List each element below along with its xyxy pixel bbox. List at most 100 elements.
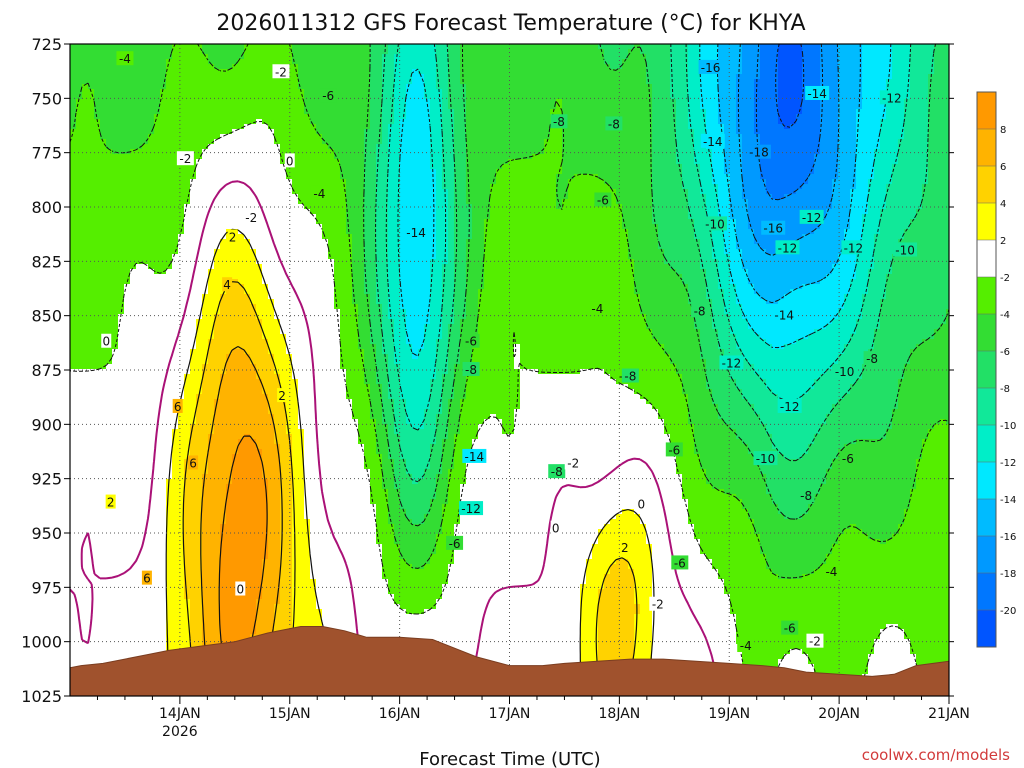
temp-cell: [82, 139, 89, 145]
temp-cell: [250, 604, 257, 610]
temp-cell: [148, 94, 155, 100]
temp-cell: [256, 129, 263, 135]
temp-cell: [94, 204, 101, 210]
temp-cell: [178, 534, 185, 540]
temp-cell: [178, 439, 185, 445]
temp-cell: [202, 169, 209, 175]
temp-cell: [256, 154, 263, 160]
temp-cell: [220, 399, 227, 405]
temp-cell: [244, 49, 251, 55]
temp-cell: [220, 189, 227, 195]
temp-cell: [220, 419, 227, 425]
temp-cell: [184, 354, 191, 360]
temp-cell: [130, 654, 137, 660]
temp-cell: [142, 434, 149, 440]
temp-cell: [292, 79, 299, 85]
temp-cell: [100, 479, 107, 485]
temp-cell: [172, 574, 179, 580]
temp-cell: [214, 454, 221, 460]
temp-cell: [190, 474, 197, 480]
temp-cell: [190, 314, 197, 320]
temp-cell: [88, 439, 95, 445]
temp-cell: [88, 134, 95, 140]
temp-cell: [124, 399, 131, 405]
temp-cell: [172, 509, 179, 515]
temp-cell: [214, 414, 221, 420]
temp-cell: [256, 549, 263, 555]
temp-cell: [124, 434, 131, 440]
temp-cell: [82, 494, 89, 500]
temp-cell: [232, 429, 239, 435]
temp-cell: [112, 399, 119, 405]
temp-cell: [76, 174, 83, 180]
temp-cell: [226, 249, 233, 255]
temp-cell: [226, 379, 233, 385]
temp-cell: [262, 514, 269, 520]
temp-cell: [130, 174, 137, 180]
temp-cell: [262, 159, 269, 165]
temp-cell: [112, 424, 119, 430]
temp-cell: [142, 519, 149, 525]
temp-cell: [94, 124, 101, 130]
temp-cell: [82, 634, 89, 640]
temp-cell: [208, 534, 215, 540]
temp-cell: [262, 579, 269, 585]
temp-cell: [94, 429, 101, 435]
temp-cell: [166, 104, 173, 110]
temp-cell: [268, 79, 275, 85]
temp-cell: [100, 84, 107, 90]
temp-cell: [226, 44, 233, 50]
temp-cell: [70, 534, 77, 540]
temp-cell: [100, 629, 107, 635]
temp-cell: [274, 554, 281, 560]
temp-cell: [82, 284, 89, 290]
temp-cell: [262, 599, 269, 605]
temp-cell: [208, 189, 215, 195]
temp-cell: [226, 349, 233, 355]
temp-cell: [94, 499, 101, 505]
temp-cell: [76, 379, 83, 385]
temp-cell: [76, 119, 83, 125]
temp-cell: [118, 369, 125, 375]
temp-cell: [82, 364, 89, 370]
temp-cell: [160, 489, 167, 495]
temp-cell: [130, 494, 137, 500]
temp-cell: [88, 64, 95, 70]
temp-cell: [214, 579, 221, 585]
temp-cell: [262, 504, 269, 510]
temp-cell: [202, 379, 209, 385]
temp-cell: [292, 359, 299, 365]
temp-cell: [136, 289, 143, 295]
temp-cell: [100, 649, 107, 655]
temp-cell: [298, 99, 305, 105]
temp-cell: [274, 474, 281, 480]
temp-cell: [136, 184, 143, 190]
temp-cell: [166, 199, 173, 205]
temp-cell: [100, 454, 107, 460]
temp-cell: [208, 469, 215, 475]
temp-cell: [280, 599, 287, 605]
temp-cell: [226, 519, 233, 525]
temp-cell: [124, 524, 131, 530]
temp-cell: [100, 399, 107, 405]
temp-cell: [124, 614, 131, 620]
temp-cell: [274, 354, 281, 360]
temp-cell: [190, 504, 197, 510]
temp-cell: [184, 624, 191, 630]
temp-cell: [100, 74, 107, 80]
temp-cell: [112, 449, 119, 455]
temp-cell: [232, 359, 239, 365]
temp-cell: [292, 154, 299, 160]
temp-cell: [250, 74, 257, 80]
temp-cell: [130, 634, 137, 640]
temp-cell: [148, 164, 155, 170]
temp-cell: [262, 94, 269, 100]
temp-cell: [208, 309, 215, 315]
temp-cell: [214, 89, 221, 95]
temp-cell: [112, 589, 119, 595]
temp-cell: [142, 164, 149, 170]
temp-cell: [190, 44, 197, 50]
temp-cell: [202, 604, 209, 610]
temp-cell: [226, 404, 233, 410]
temp-cell: [184, 274, 191, 280]
